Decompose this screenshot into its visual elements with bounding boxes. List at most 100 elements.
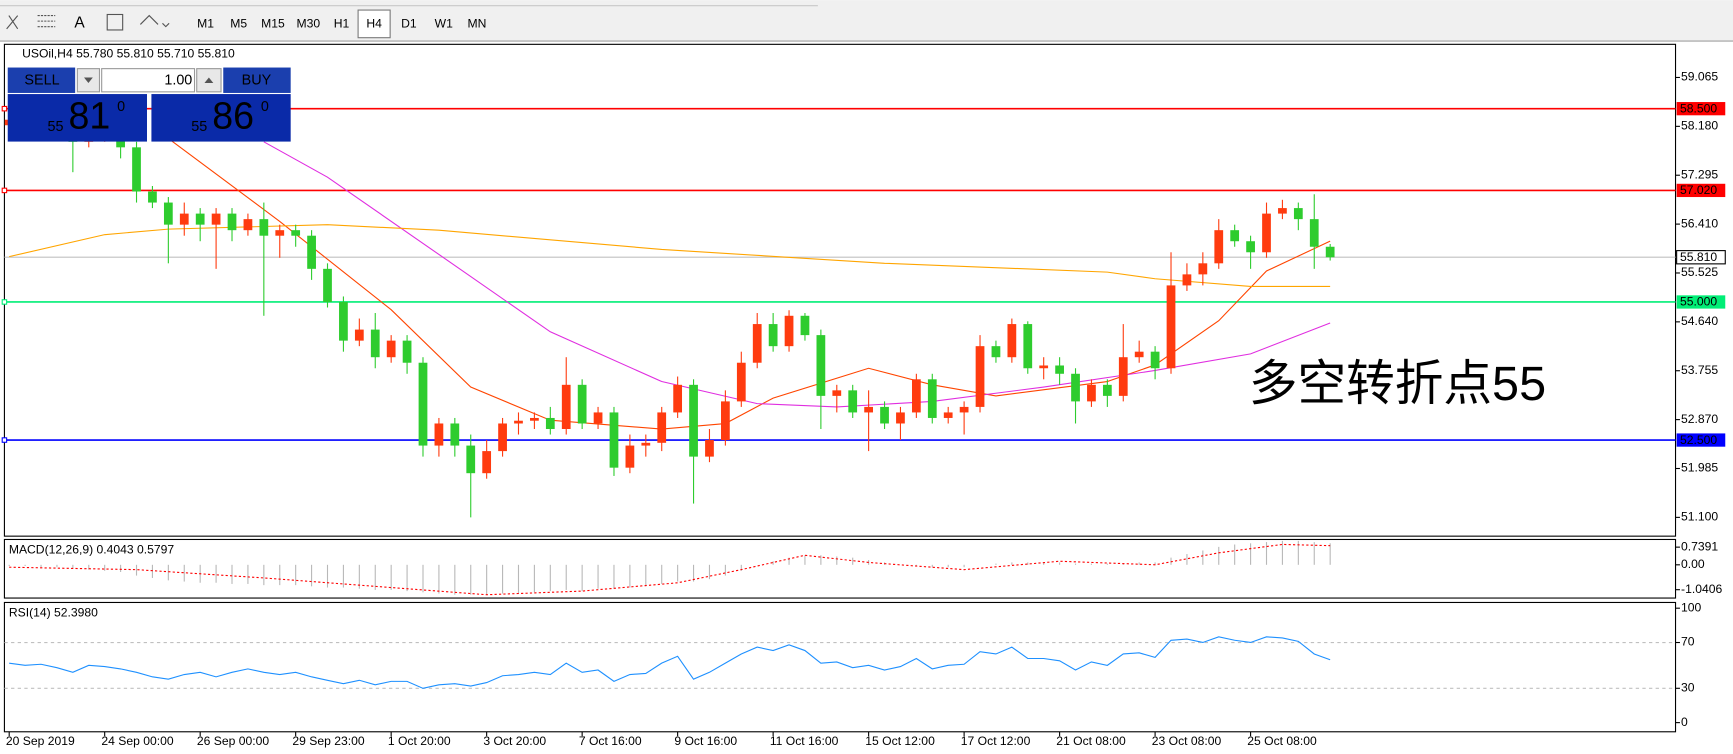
x-tick-label: 26 Sep 00:00 [197,734,269,748]
annotation: 多空转折点55 [1249,357,1546,411]
timeframe-button[interactable] [357,9,391,39]
ask-big[interactable]: 55 [191,119,207,135]
y-tick-label: 52.870 [1681,412,1718,426]
icon[interactable] [6,15,19,30]
timeframe-bar: M1 M5 M15 M30 H1 H4 D1 W1 MN [190,9,492,39]
volume-input[interactable] [101,68,196,93]
timeframe-label[interactable]: H1 [334,17,350,31]
timeframe-button[interactable] [224,10,254,38]
candle-body [339,301,348,341]
x-tick-label: 11 Oct 16:00 [770,734,839,748]
x-tick-label: 20 Sep 2019 [6,734,75,748]
icon[interactable] [106,13,124,31]
candle-body [1150,351,1160,369]
candle-body [848,390,858,413]
timeframe-label[interactable]: H4 [366,17,382,31]
candle-body [323,268,332,302]
last-price-box [1676,250,1726,265]
candle-body [1055,365,1064,374]
candle-body [195,213,205,225]
candle-body [370,329,380,358]
y-tick-label: 59.065 [1681,70,1718,84]
candle-body [561,384,571,430]
candle-body [689,384,698,457]
timeframe-label[interactable]: M5 [230,17,247,31]
buy-button[interactable] [223,67,291,93]
candle-body [880,406,889,424]
candle-body [1214,230,1224,264]
bid-box[interactable] [7,94,147,142]
bid-frac[interactable]: 0 [117,99,125,115]
timeframe-button[interactable] [393,10,425,38]
timeframe-button[interactable] [190,10,222,38]
bid-big[interactable]: 55 [48,119,64,135]
timeframe-button[interactable] [291,10,325,38]
level-label: 52.500 [1680,433,1717,447]
level-marker [1,105,8,112]
level-marker [1,187,8,194]
y-tick-label: -1.0406 [1681,582,1722,596]
timeframe-label[interactable]: M1 [197,17,214,31]
sell-button[interactable] [7,67,76,93]
signal-line [9,543,1331,596]
candle-body [593,412,603,424]
candle-body [1309,219,1319,247]
candle-body [466,445,476,474]
sell-label[interactable]: SELL [24,73,59,89]
timeframe-label[interactable]: D1 [401,17,417,31]
timeframe-button[interactable] [461,10,492,38]
y-tick-label: 0.00 [1681,557,1705,571]
y-tick-label: 51.100 [1681,510,1718,524]
candle-body [1071,373,1080,402]
trade-panel: SELL 1.00 BUY 55 81 0 55 86 0 [7,67,291,142]
candle-body [975,346,985,407]
candle-body [498,423,507,452]
candle-body [1182,274,1192,286]
candle-body [163,202,173,225]
y-tick-label: 58.180 [1681,119,1718,133]
ask-frac[interactable]: 0 [261,99,269,115]
candle-body [577,384,587,424]
candle-body [1007,324,1017,358]
icon[interactable] [139,14,170,28]
rsi-line [9,636,1331,689]
timeframe-label[interactable]: M30 [297,17,321,31]
candle-body [943,412,953,418]
y-tick-label: 0.7391 [1681,539,1718,553]
candle-body [482,451,492,474]
volume-value[interactable]: 1.00 [164,73,192,89]
icon[interactable] [37,15,56,28]
bid-main[interactable]: 81 [69,94,111,136]
x-tick-label: 9 Oct 16:00 [674,734,737,748]
candle-body [927,379,937,418]
candle-body [1118,357,1128,396]
timeframe-button[interactable] [256,10,290,38]
arrow-down[interactable] [83,77,93,84]
candle-body [657,412,667,443]
timeframe-label[interactable]: M15 [261,17,285,31]
ask-box[interactable] [151,94,291,142]
buy-label[interactable]: BUY [242,73,272,89]
level-label-box [1676,295,1726,309]
x-tick-label: 1 Oct 20:00 [388,734,451,748]
x-tick-label: 17 Oct 12:00 [961,734,1031,748]
panel-frame [3,601,1677,733]
candle-body [1230,230,1240,242]
level-marker [1,437,8,443]
timeframe-label[interactable]: W1 [435,17,453,31]
candle-body [450,423,460,446]
candle-body [148,191,157,203]
timeframe-button[interactable] [427,10,460,38]
candle-body [132,147,141,192]
timeframe-button[interactable] [327,10,356,38]
arrow-up[interactable] [204,77,214,84]
timeframe-label[interactable]: MN [467,17,486,31]
level-marker [1,299,8,305]
panel-frame [3,538,1677,599]
icon-text[interactable]: A [74,14,85,31]
candle-body [1023,324,1033,369]
candle-body [514,420,523,424]
candle-body [179,213,189,225]
ask-main[interactable]: 86 [212,94,254,136]
